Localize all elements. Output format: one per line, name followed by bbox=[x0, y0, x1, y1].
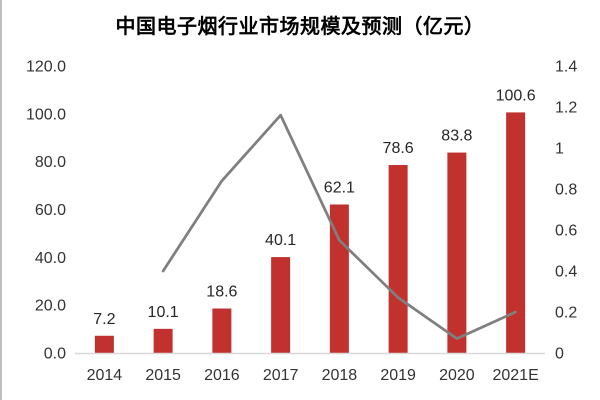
bar-value-label: 40.1 bbox=[265, 232, 296, 249]
left-axis-tick-label: 80.0 bbox=[35, 154, 66, 171]
x-axis-category-label: 2017 bbox=[263, 367, 299, 384]
left-axis-tick-label: 20.0 bbox=[35, 298, 66, 315]
x-axis-category-label: 2018 bbox=[322, 367, 358, 384]
bar bbox=[153, 328, 173, 353]
bar bbox=[212, 308, 232, 353]
bar bbox=[94, 335, 114, 353]
bar-value-label: 7.2 bbox=[93, 311, 115, 328]
right-axis-tick-label: 0 bbox=[555, 346, 564, 363]
bar-value-label: 78.6 bbox=[383, 140, 414, 157]
bar-value-label: 10.1 bbox=[148, 304, 179, 321]
bar bbox=[388, 165, 408, 353]
x-axis-category-label: 2021E bbox=[492, 367, 538, 384]
left-axis-tick-label: 60.0 bbox=[35, 202, 66, 219]
right-axis-tick-label: 0.4 bbox=[555, 264, 577, 281]
left-edge-divider bbox=[0, 0, 2, 400]
bar bbox=[506, 112, 526, 353]
x-axis-category-label: 2020 bbox=[439, 367, 475, 384]
left-axis-tick-label: 0.0 bbox=[44, 346, 66, 363]
x-axis-category-label: 2014 bbox=[87, 367, 123, 384]
bar bbox=[329, 204, 349, 353]
growth-line bbox=[161, 113, 517, 340]
right-axis-tick-label: 0.2 bbox=[555, 305, 577, 322]
x-axis-category-label: 2019 bbox=[380, 367, 416, 384]
right-axis-tick-label: 0.6 bbox=[555, 223, 577, 240]
bar-value-label: 18.6 bbox=[206, 284, 237, 301]
bar-value-label: 100.6 bbox=[496, 87, 536, 104]
right-axis-tick-label: 0.8 bbox=[555, 182, 577, 199]
bar bbox=[271, 257, 291, 353]
bar bbox=[447, 152, 467, 353]
chart-title: 中国电子烟行业市场规模及预测（亿元） bbox=[115, 16, 485, 38]
left-axis-tick-label: 100.0 bbox=[26, 106, 66, 123]
right-axis-tick-label: 1 bbox=[555, 141, 564, 158]
bar-value-label: 62.1 bbox=[324, 179, 355, 196]
left-axis-tick-label: 120.0 bbox=[26, 59, 66, 76]
x-axis-category-label: 2016 bbox=[204, 367, 240, 384]
right-axis-tick-label: 1.4 bbox=[555, 59, 577, 76]
right-axis-tick-label: 1.2 bbox=[555, 100, 577, 117]
left-axis-tick-label: 40.0 bbox=[35, 250, 66, 267]
bar-value-label: 83.8 bbox=[441, 128, 472, 145]
x-axis-category-label: 2015 bbox=[145, 367, 181, 384]
